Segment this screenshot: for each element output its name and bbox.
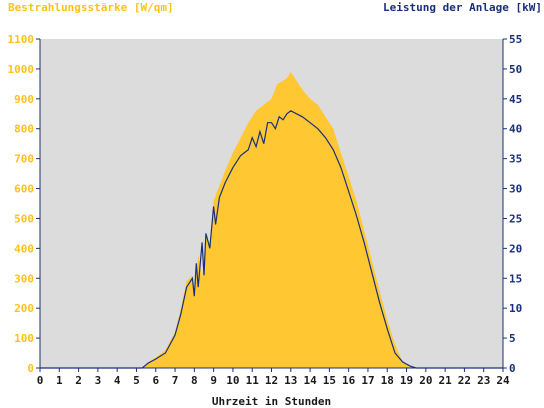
right-tick-label: 55: [509, 33, 522, 46]
power-line: [40, 110, 503, 369]
x-tick-label: 23: [477, 374, 490, 387]
x-tick-label: 2: [75, 374, 82, 387]
x-tick-label: 16: [342, 374, 356, 387]
x-tick-label: 0: [37, 374, 44, 387]
right-axis-title: Leistung der Anlage [kW]: [383, 1, 542, 14]
left-tick-label: 1100: [8, 33, 35, 46]
right-tick-label: 25: [509, 212, 522, 225]
right-tick-label: 0: [509, 362, 516, 375]
x-tick-label: 14: [303, 374, 317, 387]
right-tick-label: 10: [509, 302, 522, 315]
x-tick-label: 17: [361, 374, 374, 387]
left-tick-label: 400: [14, 242, 34, 255]
x-tick-label: 13: [284, 374, 297, 387]
x-tick-label: 11: [246, 374, 260, 387]
right-tick-label: 15: [509, 272, 522, 285]
right-tick-label: 40: [509, 123, 522, 136]
x-tick-label: 12: [265, 374, 278, 387]
left-tick-label: 100: [14, 332, 34, 345]
x-tick-label: 4: [114, 374, 121, 387]
x-tick-label: 19: [400, 374, 413, 387]
x-tick-label: 20: [419, 374, 432, 387]
x-tick-label: 22: [458, 374, 471, 387]
right-tick-label: 35: [509, 153, 522, 166]
x-tick-label: 8: [191, 374, 198, 387]
x-tick-label: 7: [172, 374, 179, 387]
right-tick-label: 30: [509, 183, 522, 196]
left-tick-label: 0: [27, 362, 34, 375]
left-tick-label: 800: [14, 123, 34, 136]
x-tick-label: 1: [56, 374, 63, 387]
x-tick-label: 6: [152, 374, 159, 387]
x-tick-label: 24: [496, 374, 510, 387]
left-tick-label: 600: [14, 183, 34, 196]
right-tick-label: 20: [509, 242, 522, 255]
left-tick-label: 300: [14, 272, 34, 285]
x-tick-label: 10: [226, 374, 239, 387]
irradiance-area: [40, 71, 503, 369]
x-tick-label: 9: [210, 374, 217, 387]
x-tick-label: 3: [95, 374, 102, 387]
x-tick-label: 15: [323, 374, 336, 387]
right-tick-label: 45: [509, 93, 522, 106]
right-tick-label: 5: [509, 332, 516, 345]
left-tick-label: 500: [14, 212, 34, 225]
left-tick-label: 900: [14, 93, 34, 106]
left-tick-label: 1000: [8, 63, 35, 76]
x-axis-label: Uhrzeit in Stunden: [212, 395, 331, 408]
left-tick-label: 700: [14, 153, 34, 166]
x-tick-label: 5: [133, 374, 140, 387]
right-tick-label: 50: [509, 63, 522, 76]
left-tick-label: 200: [14, 302, 34, 315]
left-axis-title: Bestrahlungsstärke [W/qm]: [8, 1, 174, 14]
x-tick-label: 18: [381, 374, 394, 387]
x-tick-label: 21: [439, 374, 453, 387]
